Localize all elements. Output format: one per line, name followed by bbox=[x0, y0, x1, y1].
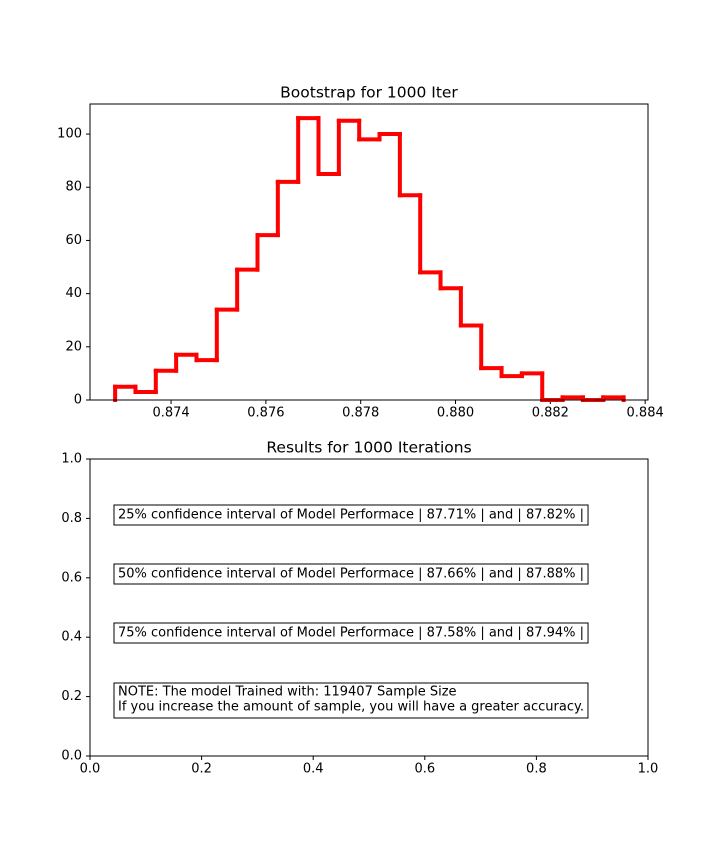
annotation: 25% confidence interval of Model Perform… bbox=[118, 508, 584, 523]
annotation: 75% confidence interval of Model Perform… bbox=[118, 626, 584, 641]
y-tick-label: 80 bbox=[65, 180, 82, 195]
x-tick-label: 0.880 bbox=[437, 406, 474, 421]
annotation-box bbox=[113, 622, 589, 644]
annotation-box bbox=[113, 504, 589, 526]
y-tick-label: 0.8 bbox=[61, 511, 82, 526]
x-tick-label: 1.0 bbox=[638, 762, 659, 777]
x-tick-label: 0.4 bbox=[303, 762, 324, 777]
x-tick-label: 0.882 bbox=[532, 406, 569, 421]
chart-title: Results for 1000 Iterations bbox=[266, 439, 471, 457]
y-tick-label: 0.6 bbox=[61, 570, 82, 585]
note-line: If you increase the amount of sample, yo… bbox=[118, 700, 584, 715]
x-tick-label: 0.2 bbox=[191, 762, 212, 777]
y-tick-label: 20 bbox=[65, 339, 82, 354]
x-tick-label: 0.6 bbox=[414, 762, 435, 777]
y-tick-label: 0.0 bbox=[61, 749, 82, 764]
note-line: NOTE: The model Trained with: 119407 Sam… bbox=[118, 685, 457, 700]
annotation-box bbox=[113, 563, 589, 585]
x-tick-label: 0.874 bbox=[152, 406, 189, 421]
y-tick-label: 60 bbox=[65, 233, 82, 248]
axes-frame bbox=[89, 458, 649, 757]
x-tick-label: 0.0 bbox=[80, 762, 101, 777]
x-tick-label: 0.884 bbox=[627, 406, 664, 421]
x-tick-label: 0.876 bbox=[247, 406, 284, 421]
x-tick-label: 0.8 bbox=[526, 762, 547, 777]
y-tick-label: 0.4 bbox=[61, 630, 82, 645]
note-box bbox=[113, 682, 589, 719]
y-tick-label: 0.2 bbox=[61, 689, 82, 704]
y-tick-label: 100 bbox=[57, 127, 82, 142]
y-tick-label: 1.0 bbox=[61, 452, 82, 467]
annotation: 50% confidence interval of Model Perform… bbox=[118, 567, 584, 582]
x-tick-label: 0.878 bbox=[342, 406, 379, 421]
y-tick-label: 40 bbox=[65, 286, 82, 301]
chart-title: Bootstrap for 1000 Iter bbox=[280, 84, 458, 102]
y-tick-label: 0 bbox=[74, 393, 82, 408]
axes-frame bbox=[89, 103, 649, 401]
